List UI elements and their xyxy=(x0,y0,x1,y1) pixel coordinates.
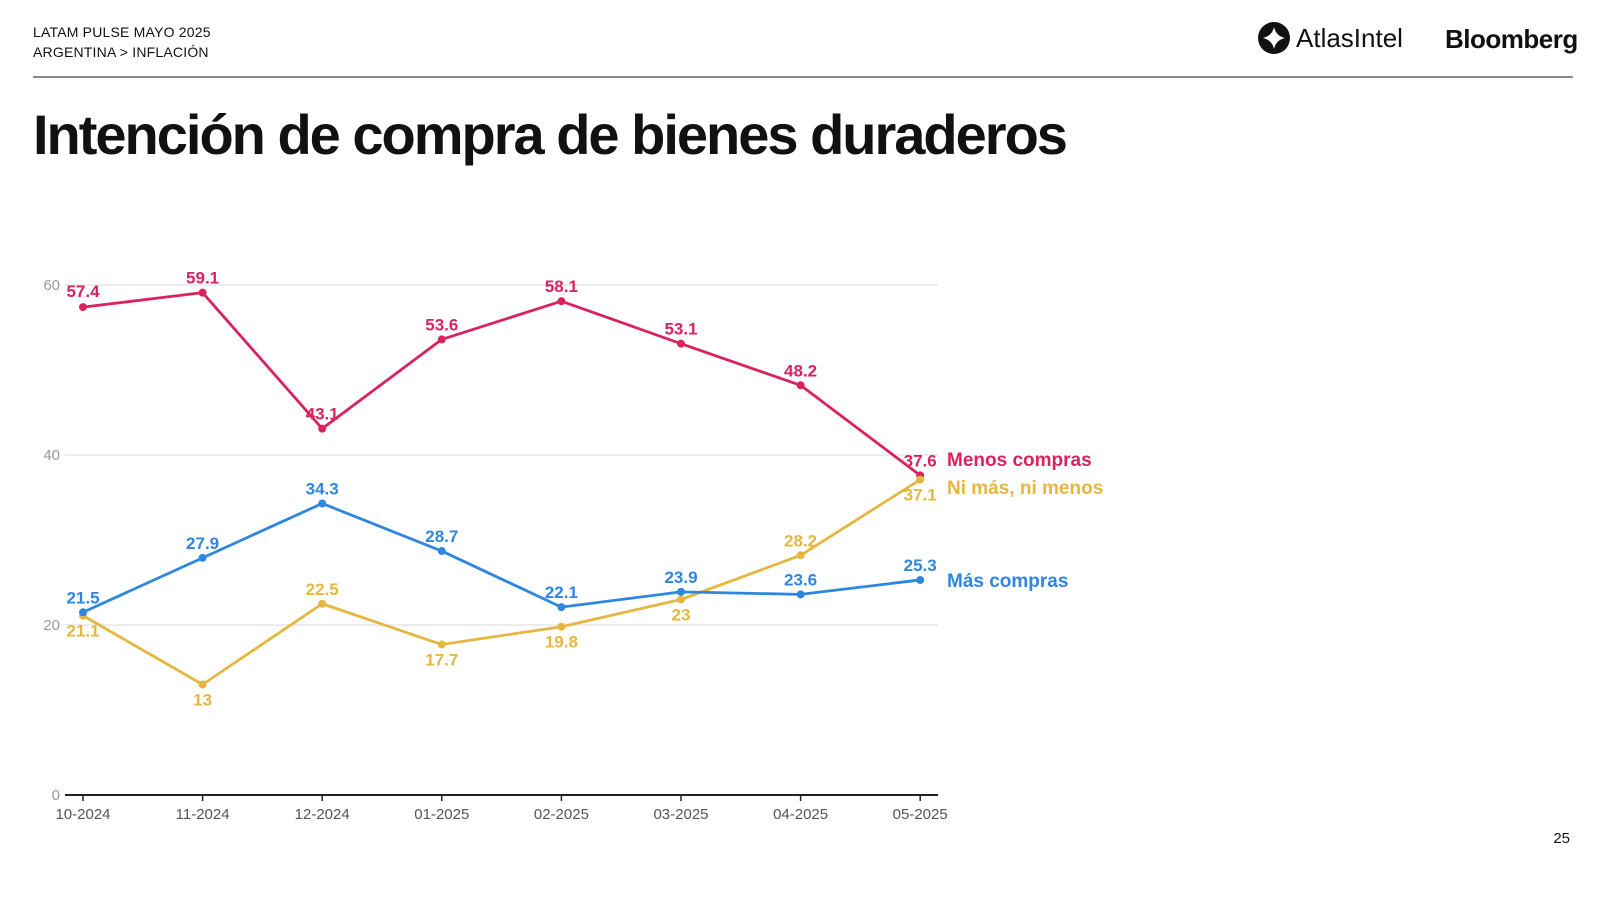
atlas-logo-text: AtlasIntel xyxy=(1296,22,1403,53)
x-tick-label: 10-2024 xyxy=(55,806,110,823)
data-label: 37.1 xyxy=(904,486,937,505)
data-point xyxy=(318,499,327,508)
data-label: 43.1 xyxy=(306,405,339,424)
header-line2: ARGENTINA > INFLACIÓN xyxy=(33,44,209,60)
data-label: 34.3 xyxy=(306,479,339,498)
x-tick-label: 03-2025 xyxy=(653,806,708,823)
x-tick-label: 12-2024 xyxy=(295,806,350,823)
x-tick-label: 04-2025 xyxy=(773,806,828,823)
data-label: 28.2 xyxy=(784,531,817,550)
page-number: 25 xyxy=(1553,830,1570,847)
data-label: 28.7 xyxy=(425,527,458,546)
data-point xyxy=(796,590,805,599)
series-label: Menos compras xyxy=(947,450,1092,471)
header: LATAM PULSE MAYO 2025 ARGENTINA > INFLAC… xyxy=(33,22,211,62)
atlas-logo-icon xyxy=(1258,22,1290,54)
data-label: 22.5 xyxy=(306,580,339,599)
series-line xyxy=(82,291,922,477)
header-line1: LATAM PULSE MAYO 2025 xyxy=(33,24,211,40)
data-point xyxy=(79,608,87,617)
data-label: 21.1 xyxy=(66,622,99,641)
data-point xyxy=(557,603,566,612)
data-label: 25.3 xyxy=(904,556,937,575)
data-label: 22.1 xyxy=(545,583,578,602)
data-label: 23.9 xyxy=(664,568,697,587)
data-label: 21.5 xyxy=(66,588,99,607)
data-point xyxy=(557,622,566,631)
series-line xyxy=(82,502,921,614)
x-tick-label: 11-2024 xyxy=(176,806,230,823)
bloomberg-logo: Bloomberg xyxy=(1445,24,1578,54)
data-point xyxy=(437,547,446,556)
y-tick-label: 60 xyxy=(43,277,60,294)
series-label: Más compras xyxy=(947,571,1068,592)
data-point xyxy=(198,680,207,689)
data-point xyxy=(796,551,805,560)
atlasintel-logo: AtlasIntel xyxy=(1258,22,1403,54)
data-point xyxy=(916,575,925,584)
data-point xyxy=(677,587,685,596)
data-point xyxy=(318,599,327,608)
data-point xyxy=(796,381,805,390)
data-point xyxy=(318,424,327,433)
data-point xyxy=(437,640,446,649)
data-label: 58.1 xyxy=(545,277,578,296)
data-label: 48.2 xyxy=(784,361,817,380)
data-label: 17.7 xyxy=(425,651,458,670)
data-point xyxy=(916,475,925,484)
x-tick-label: 05-2025 xyxy=(893,806,948,823)
data-label: 53.6 xyxy=(425,315,458,334)
data-label: 57.4 xyxy=(66,282,100,301)
series-line xyxy=(82,478,921,686)
y-tick-label: 20 xyxy=(43,617,60,634)
data-label: 59.1 xyxy=(186,269,219,288)
header-divider xyxy=(33,76,1573,78)
y-tick-label: 0 xyxy=(52,787,60,804)
data-label: 23 xyxy=(672,606,691,625)
data-point xyxy=(198,288,207,297)
data-label: 19.8 xyxy=(545,633,578,652)
data-label: 13 xyxy=(193,691,212,710)
data-label: 37.6 xyxy=(904,451,937,470)
data-point xyxy=(79,303,87,312)
data-label: 53.1 xyxy=(664,320,697,339)
data-point xyxy=(677,595,685,604)
data-point xyxy=(198,553,207,562)
data-point xyxy=(437,335,446,344)
data-label: 23.6 xyxy=(784,570,817,589)
data-point xyxy=(677,339,685,348)
y-tick-label: 40 xyxy=(43,447,60,464)
page-title: Intención de compra de bienes duraderos xyxy=(33,103,1068,166)
data-label: 27.9 xyxy=(186,534,219,553)
x-tick-label: 01-2025 xyxy=(414,806,469,823)
series-label: Ni más, ni menos xyxy=(947,478,1103,499)
data-point xyxy=(557,297,566,306)
x-tick-label: 02-2025 xyxy=(534,806,589,823)
